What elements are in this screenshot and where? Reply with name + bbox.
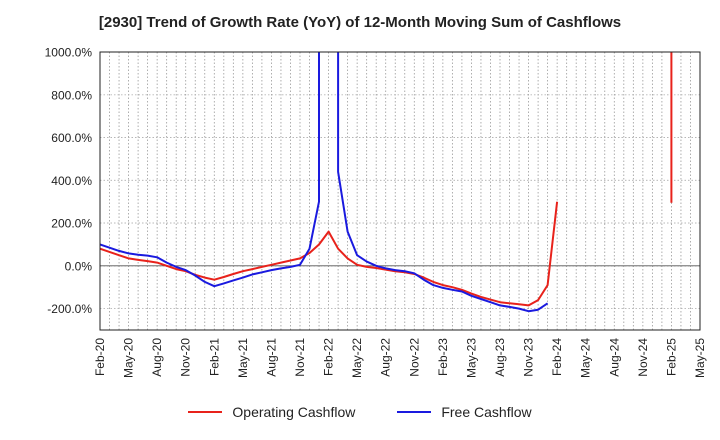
x-tick-label: Nov-20: [179, 338, 193, 377]
x-tick-label: May-20: [122, 338, 136, 378]
x-tick-label: Feb-23: [436, 338, 450, 376]
x-tick-label: Feb-25: [664, 338, 678, 376]
x-tick-label: Nov-22: [407, 338, 421, 377]
x-tick-label: May-23: [464, 338, 478, 378]
x-tick-label: Nov-24: [636, 338, 650, 377]
y-tick-label: 800.0%: [51, 88, 92, 102]
x-tick-label: Aug-22: [379, 338, 393, 377]
x-tick-label: May-25: [693, 338, 707, 378]
x-tick-label: Aug-23: [493, 338, 507, 377]
x-tick-label: Nov-23: [522, 338, 536, 377]
legend-swatch-free: [397, 411, 432, 413]
x-tick-label: Nov-21: [293, 338, 307, 377]
x-tick-label: May-21: [236, 338, 250, 378]
y-tick-label: 600.0%: [51, 131, 92, 145]
x-tick-label: Aug-20: [150, 338, 164, 377]
chart-title: [2930] Trend of Growth Rate (YoY) of 12-…: [98, 14, 622, 31]
axis-layer: 1000.0% 800.0% 600.0% 400.0% 200.0% 0.0% -200.…: [45, 46, 707, 379]
series-layer: [100, 52, 673, 313]
legend-swatch-operating: [188, 411, 223, 413]
series-line-operating-seg0: [100, 201, 559, 307]
legend-label-free: Free Cashflow: [441, 404, 532, 420]
x-tick-label: May-24: [579, 338, 593, 378]
y-tick-label: 200.0%: [51, 217, 92, 231]
y-tick-label: 0.0%: [65, 259, 93, 273]
x-tick-label: Feb-21: [207, 338, 221, 376]
plot-frame: [99, 51, 701, 331]
x-tick-label: Feb-22: [322, 338, 336, 376]
x-tick-label: Aug-24: [607, 338, 621, 377]
legend: Operating Cashflow Free Cashflow: [0, 404, 720, 420]
y-tick-label: -200.0%: [47, 302, 92, 316]
grid-layer: [99, 51, 701, 330]
legend-item-free: Free Cashflow: [397, 404, 532, 420]
x-tick-label: Feb-20: [93, 338, 107, 376]
legend-item-operating: Operating Cashflow: [188, 404, 355, 420]
x-tick-label: May-22: [350, 338, 364, 378]
y-tick-label: 1000.0%: [45, 46, 93, 60]
x-tick-label: Aug-21: [264, 338, 278, 377]
legend-label-operating: Operating Cashflow: [232, 404, 356, 420]
series-line-free-seg0: [100, 52, 320, 288]
series-line-free-seg1: [337, 52, 549, 313]
y-tick-label: 400.0%: [51, 174, 92, 188]
x-tick-label: Feb-24: [550, 338, 564, 376]
